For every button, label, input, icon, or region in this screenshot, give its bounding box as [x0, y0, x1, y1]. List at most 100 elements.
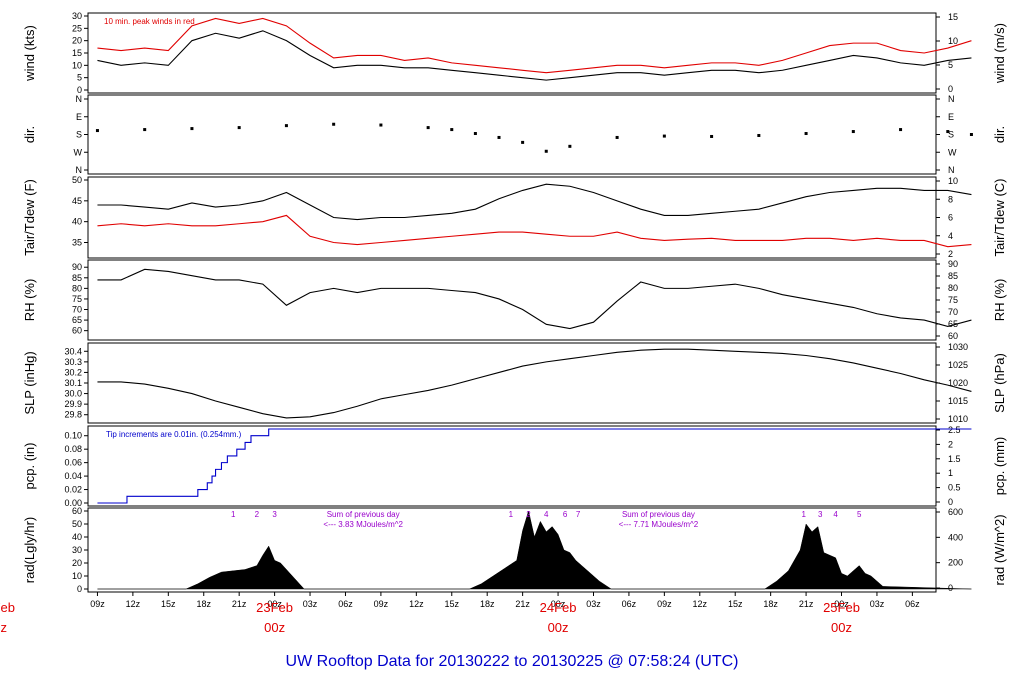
hour-tick-label: 09z [374, 599, 389, 609]
annotation-pcp: Tip increments are 0.01in. (0.254mm.) [106, 430, 242, 439]
panel-frame-pcp [87, 425, 937, 507]
panel-slp: 29.829.930.030.130.230.330.4 1010 1015 1020… [22, 342, 1007, 424]
direction-point [757, 133, 761, 137]
left-tick-label: 0.10 [64, 431, 82, 441]
day-marker: 4 [544, 510, 549, 519]
direction-point [804, 132, 808, 136]
right-tick-label: 4 [948, 231, 953, 241]
hour-tick-label: 18z [480, 599, 495, 609]
day-marker: 7 [576, 510, 581, 519]
right-tick-label: 1020 [948, 378, 968, 388]
series-rad [97, 510, 972, 590]
hour-tick-label: 12z [126, 599, 141, 609]
direction-point [332, 122, 336, 126]
chart-title: UW Rooftop Data for 20130222 to 20130225… [286, 653, 739, 670]
left-tick-label: 80 [72, 283, 82, 293]
left-tick-label: N [76, 165, 83, 175]
direction-point [615, 135, 619, 139]
right-tick-label: 0 [948, 84, 953, 94]
left-tick-label: 10 [72, 571, 82, 581]
left-tick-label: W [74, 147, 83, 157]
hour-tick-label: 18z [763, 599, 778, 609]
right-tick-label: 80 [948, 283, 958, 293]
direction-point [497, 135, 501, 139]
series-wind-1 [97, 17, 972, 74]
hour-tick-label: 00z [267, 599, 282, 609]
direction-point [521, 140, 525, 144]
left-tick-label: 0.00 [64, 498, 82, 508]
right-tick-label: 400 [948, 532, 963, 542]
day-marker: 2 [255, 510, 260, 519]
left-tick-label: E [76, 112, 82, 122]
hour-tick-label: 21z [799, 599, 814, 609]
hour-tick-label: 03z [586, 599, 601, 609]
left-tick-label: 40 [72, 217, 82, 227]
day-marker: 3 [272, 510, 277, 519]
right-tick-label: 1010 [948, 414, 968, 424]
left-tick-label: 25 [72, 23, 82, 33]
series-rh-0 [97, 268, 972, 330]
ylabel-left-slp: SLP (inHg) [22, 351, 37, 414]
right-tick-label: 1.5 [948, 454, 961, 464]
ylabel-left-rh: RH (%) [22, 279, 37, 322]
day-label-time: 00z [831, 620, 852, 635]
right-tick-label: 1030 [948, 342, 968, 352]
left-tick-label: 15 [72, 48, 82, 58]
right-tick-label: 10 [948, 176, 958, 186]
hour-tick-label: 21z [515, 599, 530, 609]
panel-frame-slp [87, 342, 937, 424]
left-tick-label: 0 [77, 584, 82, 594]
right-tick-label: 90 [948, 259, 958, 269]
right-tick-label: 2 [948, 249, 953, 259]
left-tick-label: 30.0 [64, 389, 82, 399]
day-marker: 1 [509, 510, 514, 519]
time-axis: 09z 12z 15z 18z 21z 00z 03z 06z 09z 12z 15z 18z 21z 0… [0, 592, 920, 635]
hour-tick-label: 03z [870, 599, 885, 609]
right-tick-label: 8 [948, 194, 953, 204]
left-tick-label: 10 [72, 60, 82, 70]
right-tick-label: E [948, 112, 954, 122]
right-tick-label: 1025 [948, 360, 968, 370]
day-marker: 6 [563, 510, 568, 519]
left-tick-label: 20 [72, 36, 82, 46]
left-tick-label: 45 [72, 196, 82, 206]
hour-tick-label: 15z [728, 599, 743, 609]
direction-point [568, 144, 572, 148]
direction-point [450, 128, 454, 132]
ylabel-right-tairtdew: Tair/Tdew (C) [992, 178, 1007, 256]
hour-tick-label: 09z [90, 599, 105, 609]
day-label-time-edge: 00z [0, 620, 7, 635]
day-marker: 1 [231, 510, 236, 519]
hour-tick-label: 12z [409, 599, 424, 609]
left-tick-label: 75 [72, 294, 82, 304]
right-tick-label: 85 [948, 271, 958, 281]
direction-point [662, 134, 666, 138]
ylabel-right-wind: wind (m/s) [992, 23, 1007, 84]
hour-tick-label: 06z [905, 599, 920, 609]
direction-point [899, 128, 903, 132]
right-tick-label: W [948, 147, 957, 157]
left-tick-label: 20 [72, 558, 82, 568]
hour-tick-label: 18z [196, 599, 211, 609]
direction-point [379, 123, 383, 127]
left-tick-label: 0 [77, 85, 82, 95]
hour-tick-label: 12z [693, 599, 708, 609]
ylabel-left-dir: dir. [22, 126, 37, 143]
direction-point [237, 126, 241, 130]
direction-point [710, 134, 714, 138]
hour-tick-label: 06z [338, 599, 353, 609]
right-tick-label: 65 [948, 319, 958, 329]
left-tick-label: 50 [72, 175, 82, 185]
day-marker: 1 [801, 510, 806, 519]
right-tick-label: 0 [948, 583, 953, 593]
ylabel-right-dir: dir. [992, 126, 1007, 143]
left-tick-label: S [76, 130, 82, 140]
series-slp-0 [97, 348, 972, 419]
right-tick-label: 60 [948, 331, 958, 341]
right-tick-label: 0 [948, 497, 953, 507]
right-tick-label: 5 [948, 60, 953, 70]
hour-tick-label: 15z [445, 599, 460, 609]
right-tick-label: 2.5 [948, 425, 961, 435]
ylabel-left-pcp: pcp. (in) [22, 443, 37, 490]
